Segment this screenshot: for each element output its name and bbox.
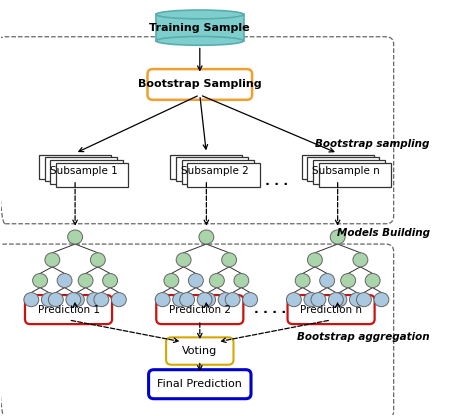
Text: Prediction n: Prediction n	[300, 305, 362, 314]
Circle shape	[332, 292, 347, 307]
Circle shape	[66, 292, 81, 307]
Circle shape	[199, 230, 214, 244]
FancyBboxPatch shape	[39, 154, 111, 178]
Circle shape	[234, 273, 249, 287]
Text: Subsample 1: Subsample 1	[50, 166, 118, 176]
FancyBboxPatch shape	[187, 163, 260, 187]
FancyBboxPatch shape	[149, 370, 251, 399]
Text: Subsample 2: Subsample 2	[181, 166, 249, 176]
FancyBboxPatch shape	[56, 163, 128, 187]
Circle shape	[330, 230, 345, 244]
Circle shape	[111, 292, 126, 307]
Circle shape	[295, 273, 310, 287]
Circle shape	[94, 292, 109, 307]
FancyBboxPatch shape	[170, 154, 243, 178]
FancyBboxPatch shape	[45, 157, 117, 181]
Text: Voting: Voting	[182, 346, 218, 356]
FancyBboxPatch shape	[307, 157, 380, 181]
Circle shape	[164, 273, 179, 287]
Circle shape	[304, 292, 319, 307]
Circle shape	[308, 253, 322, 267]
Circle shape	[218, 292, 233, 307]
FancyBboxPatch shape	[166, 337, 234, 365]
Circle shape	[180, 292, 194, 307]
Circle shape	[341, 273, 356, 287]
FancyBboxPatch shape	[25, 295, 112, 324]
Text: Bootstrap sampling: Bootstrap sampling	[315, 139, 429, 149]
Circle shape	[57, 273, 72, 287]
Text: Bootstrap Sampling: Bootstrap Sampling	[138, 79, 262, 89]
Circle shape	[24, 292, 39, 307]
FancyBboxPatch shape	[301, 154, 374, 178]
Circle shape	[225, 292, 240, 307]
Circle shape	[210, 273, 224, 287]
Circle shape	[87, 292, 102, 307]
FancyBboxPatch shape	[288, 295, 374, 324]
Text: . . . .: . . . .	[254, 303, 286, 316]
Text: Subsample n: Subsample n	[312, 166, 380, 176]
Circle shape	[201, 292, 216, 307]
Circle shape	[69, 292, 84, 307]
Circle shape	[68, 230, 82, 244]
Circle shape	[78, 273, 93, 287]
Text: Training Sample: Training Sample	[149, 22, 250, 32]
Circle shape	[365, 273, 380, 287]
Circle shape	[328, 292, 343, 307]
Circle shape	[91, 253, 105, 267]
Circle shape	[173, 292, 188, 307]
Bar	[156, 15, 244, 41]
Text: Bootstrap aggregation: Bootstrap aggregation	[297, 332, 429, 342]
Text: Final Prediction: Final Prediction	[157, 379, 242, 389]
Ellipse shape	[156, 37, 244, 45]
Text: Prediction 1: Prediction 1	[37, 305, 100, 314]
Text: . . . .: . . . .	[256, 175, 288, 188]
Circle shape	[243, 292, 257, 307]
Ellipse shape	[156, 10, 244, 19]
FancyBboxPatch shape	[156, 295, 243, 324]
Circle shape	[189, 273, 203, 287]
Circle shape	[176, 253, 191, 267]
FancyBboxPatch shape	[176, 157, 248, 181]
Text: Models Building: Models Building	[337, 228, 429, 238]
Text: Prediction 2: Prediction 2	[169, 305, 231, 314]
Circle shape	[45, 253, 60, 267]
FancyBboxPatch shape	[50, 160, 123, 184]
Circle shape	[197, 292, 212, 307]
Circle shape	[374, 292, 389, 307]
Circle shape	[311, 292, 326, 307]
Circle shape	[286, 292, 301, 307]
Circle shape	[356, 292, 371, 307]
Circle shape	[222, 253, 237, 267]
Circle shape	[41, 292, 56, 307]
Circle shape	[33, 273, 47, 287]
FancyBboxPatch shape	[147, 69, 252, 100]
Circle shape	[349, 292, 365, 307]
Circle shape	[48, 292, 63, 307]
FancyBboxPatch shape	[313, 160, 385, 184]
FancyBboxPatch shape	[319, 163, 391, 187]
FancyBboxPatch shape	[182, 160, 254, 184]
Circle shape	[353, 253, 368, 267]
Circle shape	[319, 273, 335, 287]
Circle shape	[155, 292, 170, 307]
Circle shape	[103, 273, 118, 287]
